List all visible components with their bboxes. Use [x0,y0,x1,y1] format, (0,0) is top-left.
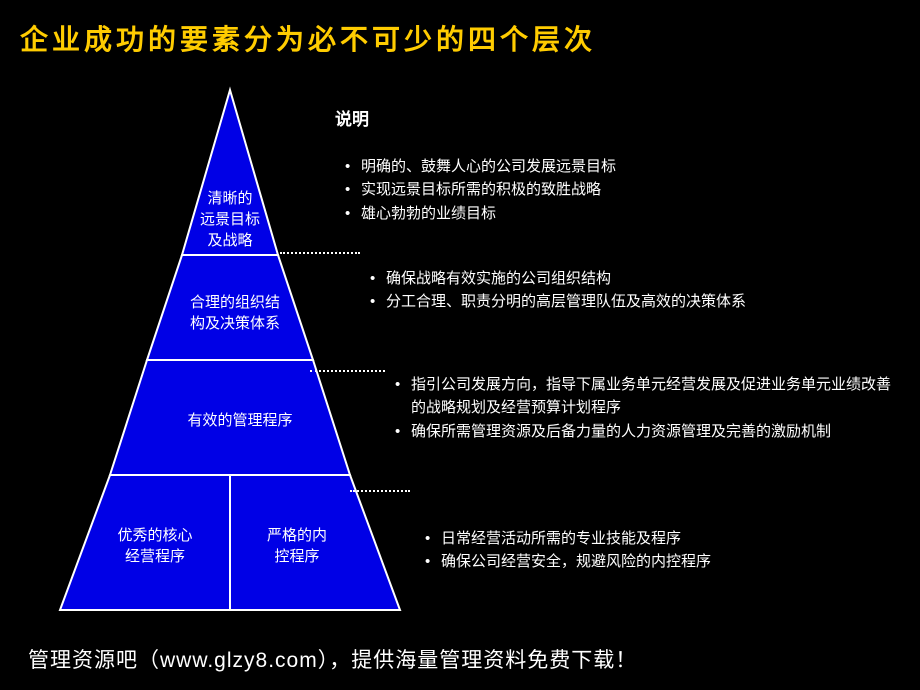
connector-1 [280,252,360,254]
desc-item: 确保所需管理资源及后备力量的人力资源管理及完善的激励机制 [395,420,895,443]
desc-item: 确保战略有效实施的公司组织结构 [370,267,890,290]
desc-block-3: 指引公司发展方向，指导下属业务单元经营发展及促进业务单元业绩改善的战略规划及经营… [395,373,895,443]
desc-block-4: 日常经营活动所需的专业技能及程序 确保公司经营安全，规避风险的内控程序 [425,527,895,574]
desc-item: 日常经营活动所需的专业技能及程序 [425,527,895,550]
desc-item: 明确的、鼓舞人心的公司发展远景目标 [345,155,885,178]
desc-item: 确保公司经营安全，规避风险的内控程序 [425,550,895,573]
desc-item: 实现远景目标所需的积极的致胜战略 [345,178,885,201]
footer-text: 管理资源吧（www.glzy8.com），提供海量管理资料免费下载！ [28,644,637,674]
desc-item: 雄心勃勃的业绩目标 [345,202,885,225]
pyramid-label-1: 清晰的 远景目标 及战略 [190,188,270,251]
pyramid-label-3: 有效的管理程序 [160,410,320,431]
desc-block-2: 确保战略有效实施的公司组织结构 分工合理、职责分明的高层管理队伍及高效的决策体系 [370,267,890,314]
desc-block-1: 明确的、鼓舞人心的公司发展远景目标 实现远景目标所需的积极的致胜战略 雄心勃勃的… [345,155,885,225]
description-title: 说明 [335,105,900,130]
desc-item: 分工合理、职责分明的高层管理队伍及高效的决策体系 [370,290,890,313]
pyramid-label-4-left: 优秀的核心 经营程序 [90,525,220,567]
connector-3 [350,490,410,492]
desc-item: 指引公司发展方向，指导下属业务单元经营发展及促进业务单元业绩改善的战略规划及经营… [395,373,895,420]
description-area: 说明 明确的、鼓舞人心的公司发展远景目标 实现远景目标所需的积极的致胜战略 雄心… [335,105,900,152]
page-title: 企业成功的要素分为必不可少的四个层次 [20,18,596,58]
connector-2 [310,370,385,372]
pyramid-label-4-right: 严格的内 控程序 [242,525,352,567]
pyramid-label-2: 合理的组织结 构及决策体系 [180,292,290,334]
